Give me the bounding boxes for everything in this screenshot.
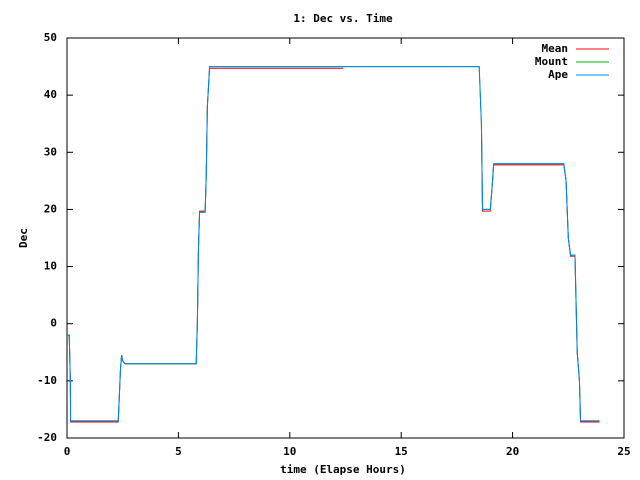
series-line (67, 66, 600, 422)
y-tick-label: 40 (44, 88, 57, 101)
plot-frame (66, 37, 625, 439)
x-tick-label: 10 (283, 445, 296, 458)
y-tick-label: 30 (44, 145, 57, 158)
x-tick-label: 20 (506, 445, 519, 458)
chart-title: 1: Dec vs. Time (293, 12, 393, 25)
y-tick-label: 0 (50, 317, 57, 330)
y-tick-label: -20 (37, 431, 57, 444)
legend-label: Mount (535, 55, 568, 68)
y-axis-label: Dec (17, 228, 30, 248)
x-tick-label: 15 (395, 445, 408, 458)
y-tick-label: 20 (44, 202, 57, 215)
x-axis-label: time (Elapse Hours) (280, 463, 406, 476)
series-line (67, 66, 600, 422)
series-line (67, 67, 600, 423)
legend-label: Ape (548, 68, 568, 81)
x-tick-label: 0 (64, 445, 71, 458)
y-tick-label: 50 (44, 31, 57, 44)
y-tick-label: -10 (37, 374, 57, 387)
x-tick-label: 5 (175, 445, 182, 458)
x-tick-label: 25 (617, 445, 630, 458)
legend-label: Mean (542, 42, 569, 55)
y-tick-label: 10 (44, 260, 57, 273)
